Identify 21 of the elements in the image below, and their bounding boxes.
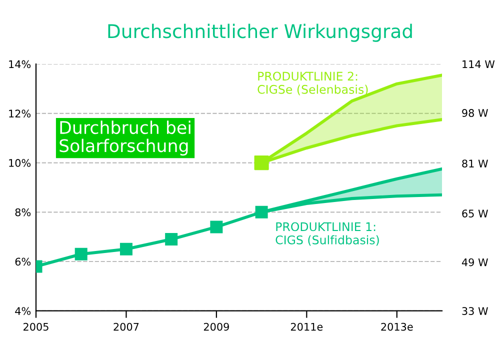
y2-tick-label: 81 W (462, 160, 488, 168)
x-tick-label: 2011e (290, 322, 323, 331)
y-tick-label: 14% (9, 60, 31, 68)
y2-tick-label: 114 W (462, 60, 495, 68)
y-tick-label: 6% (15, 258, 31, 266)
x-tick-label: 2005 (24, 322, 48, 331)
chart-title: Durchschnittlicher Wirkungsgrad (108, 24, 412, 42)
y2-tick-label: 98 W (462, 109, 488, 117)
x-tick-label: 2009 (204, 322, 229, 331)
series-label: PRODUKTLINIE 1: CIGS (Sulfidbasis) (276, 222, 379, 246)
y2-tick-label: 65 W (462, 210, 488, 218)
y2-tick-label: 33 W (462, 307, 488, 315)
y-tick-label: 4% (15, 307, 31, 315)
y-tick-label: 12% (9, 110, 31, 118)
x-tick-label: 2007 (114, 322, 139, 331)
text: PRODUKTLINIE 2: CIGSe (Selenbasis) (258, 72, 368, 96)
annotation: Durchbruch bei Solarforschung (60, 120, 190, 156)
y-tick-label: 8% (15, 208, 31, 216)
x-tick-label: 2013e (381, 322, 413, 331)
y2-tick-label: 49 W (462, 258, 488, 266)
y-tick-label: 10% (9, 159, 31, 167)
